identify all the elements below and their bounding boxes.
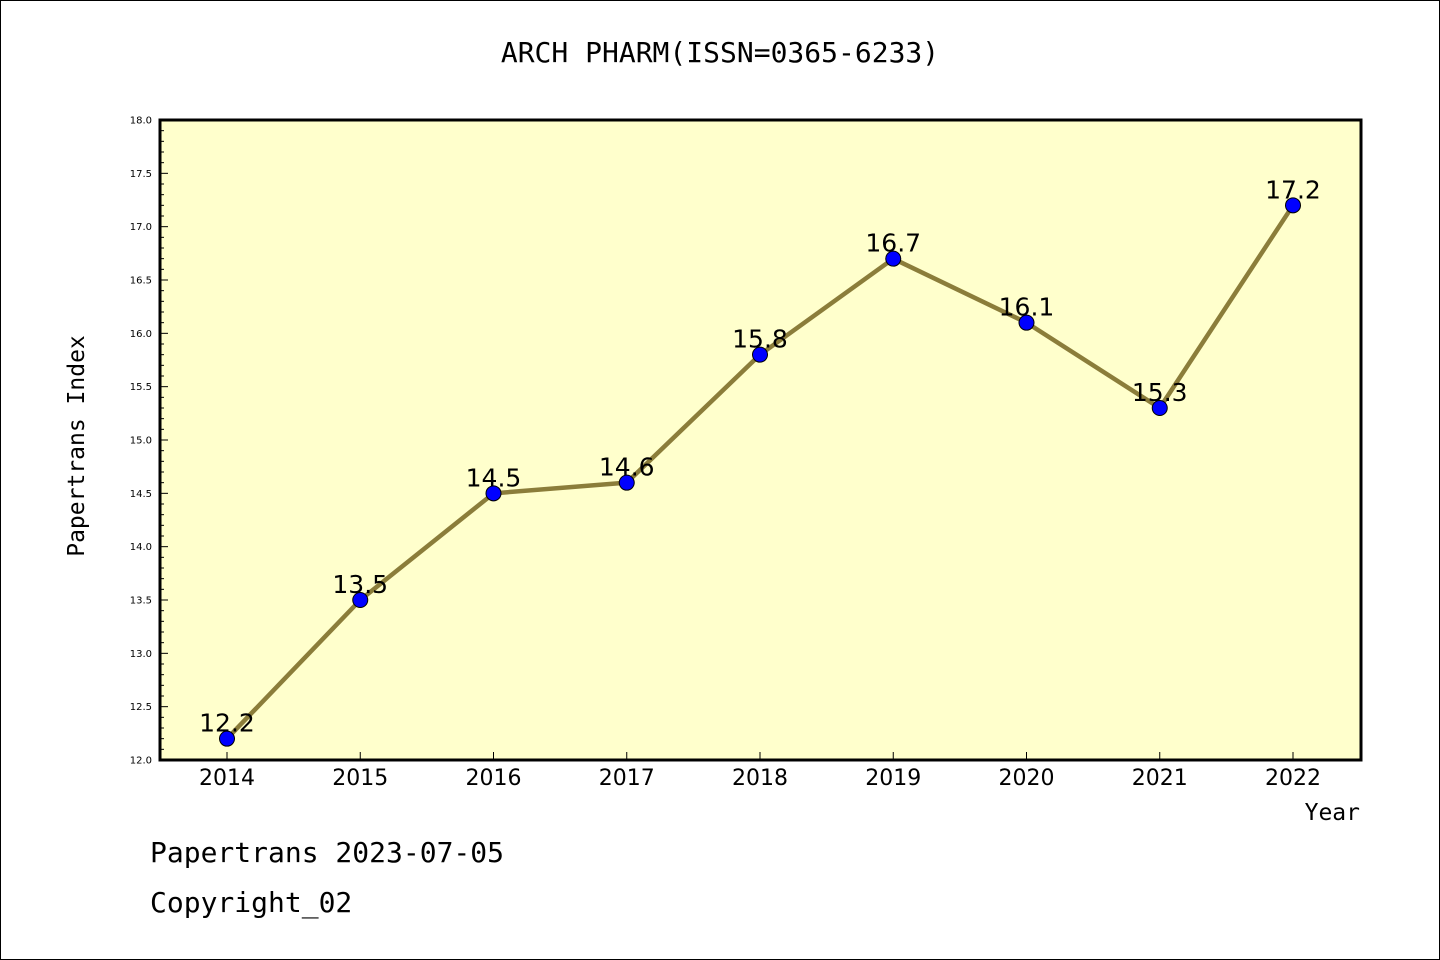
data-label: 12.2	[199, 709, 255, 738]
x-tick-label: 2015	[332, 766, 388, 791]
data-point	[885, 250, 902, 267]
y-axis-ticks: 12.0 12.5 13.0 13.5 14.0 14.5 15.0 15.5 16.0 16.5…	[130, 116, 168, 767]
x-tick-label: 2021	[1132, 766, 1188, 791]
x-tick-label: 2020	[999, 766, 1055, 791]
y-tick-label: 18.0	[130, 116, 152, 127]
y-axis-label: Papertrans Index	[64, 335, 90, 557]
y-tick-label: 14.5	[130, 489, 152, 500]
x-tick-label: 2017	[599, 766, 655, 791]
y-tick-label: 14.0	[130, 542, 152, 553]
x-tick-label: 2016	[466, 766, 522, 791]
data-label: 16.7	[865, 229, 921, 258]
data-point	[1285, 197, 1301, 214]
x-axis-label: Year	[1305, 800, 1360, 826]
data-label: 15.8	[732, 325, 788, 354]
series-markers	[219, 197, 1301, 747]
x-axis-ticks: 2014 2015 2016 2017 2018 2019 2020 2021 2022	[199, 752, 1321, 791]
y-tick-label: 15.0	[130, 436, 152, 447]
data-point	[1151, 400, 1168, 416]
x-tick-label: 2014	[199, 766, 255, 791]
data-point	[485, 485, 502, 502]
y-tick-label: 13.5	[130, 596, 152, 607]
data-point	[219, 730, 235, 747]
y-tick-label: 17.0	[130, 222, 152, 233]
y-tick-label: 12.0	[130, 756, 152, 767]
data-point	[752, 346, 768, 363]
data-label: 14.6	[599, 453, 655, 482]
data-label: 17.2	[1265, 175, 1321, 204]
y-tick-label: 17.5	[130, 169, 152, 180]
y-tick-label: 12.5	[130, 702, 152, 713]
footer-copyright: Copyright_02	[150, 886, 353, 919]
data-point	[352, 592, 369, 608]
chart-title: ARCH PHARM(ISSN=0365-6233)	[500, 36, 940, 69]
x-tick-label: 2018	[732, 766, 788, 791]
footer-date: Papertrans 2023-07-05	[150, 836, 505, 869]
data-label: 16.1	[999, 293, 1055, 322]
y-tick-label: 13.0	[130, 649, 152, 660]
data-label: 13.5	[332, 570, 388, 599]
data-label: 15.3	[1132, 378, 1188, 407]
x-tick-label: 2022	[1265, 766, 1321, 791]
data-point	[1018, 314, 1035, 331]
plot-area	[158, 118, 1363, 762]
y-tick-label: 16.5	[130, 276, 152, 287]
data-point	[618, 474, 635, 491]
x-tick-label: 2019	[865, 766, 921, 791]
y-tick-label: 15.5	[130, 382, 152, 393]
data-label: 14.5	[466, 463, 522, 492]
y-tick-label: 16.0	[130, 329, 152, 340]
data-labels: 12.2 13.5 14.5 14.6 15.8 16.7 16.1 15.3 17.2	[199, 175, 1321, 737]
